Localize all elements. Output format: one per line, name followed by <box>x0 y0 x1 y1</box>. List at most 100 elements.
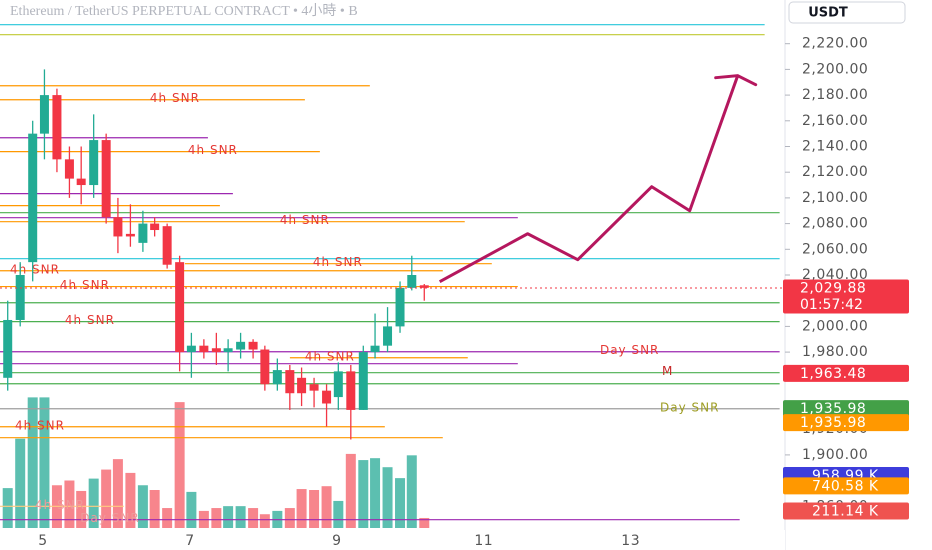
volume-bar <box>76 490 87 528</box>
candle-body <box>28 133 38 263</box>
y-tick-label: 2,060.00 <box>802 241 868 257</box>
level-label: 4h SNR <box>150 91 200 105</box>
y-tick-label: 2,140.00 <box>802 138 868 154</box>
candle-body <box>186 345 196 353</box>
candle-body <box>346 371 356 410</box>
y-tick-label: 2,040.00 <box>802 267 868 283</box>
y-tick-label: 1,900.00 <box>802 447 868 463</box>
y-tick-label: 2,180.00 <box>802 87 868 103</box>
candle-body <box>39 95 49 134</box>
level-label: 4h SNR <box>188 143 238 157</box>
x-tick-label: 13 <box>621 533 640 549</box>
volume-bar <box>186 491 197 528</box>
volume-bar <box>370 458 381 528</box>
candle-body <box>370 345 380 353</box>
x-tick-label: 11 <box>474 533 493 549</box>
candle-body <box>113 217 123 237</box>
level-label: 4h SNR <box>65 313 115 327</box>
volume-bar <box>406 455 417 528</box>
level-label: 4h SNR <box>15 418 65 432</box>
volume-bar <box>162 508 173 528</box>
candle-body <box>309 384 319 391</box>
volume-bar <box>88 478 99 528</box>
price-axis-panel <box>785 0 932 550</box>
price-label: 1,935.98 <box>800 401 866 417</box>
price-label: 2,029.88 <box>800 281 866 297</box>
price-label-box <box>783 414 909 432</box>
candle-body <box>64 159 74 179</box>
volume-bar <box>333 500 344 528</box>
volume-bar <box>259 514 270 528</box>
candle-body <box>199 345 209 353</box>
volume-bar <box>2 488 13 528</box>
volume-bar <box>149 490 160 528</box>
volume-bar <box>39 397 50 528</box>
volume-bar <box>321 486 332 528</box>
candle-body <box>297 377 307 394</box>
level-label: Day SNR <box>660 400 719 414</box>
volume-bar <box>296 489 307 528</box>
plot-area: 4h SNR 4h SNR 4h SNR 4h SNR 4h SNR 4h SNR 4h S… <box>0 24 785 528</box>
y-tick-label: 2,100.00 <box>802 190 868 206</box>
volume-bar <box>309 490 320 528</box>
candle-body <box>285 370 295 394</box>
y-tick-label: 2,220.00 <box>802 36 868 52</box>
candle-body <box>162 226 172 265</box>
price-label: 1,935.98 <box>800 415 866 431</box>
candle-body <box>260 349 270 385</box>
volume-bar <box>15 438 26 528</box>
level-label: 4h SNR <box>60 278 110 292</box>
level-label: M <box>662 364 673 378</box>
x-tick-label: 5 <box>38 533 47 549</box>
candle-body <box>211 348 221 353</box>
candle-body <box>3 319 13 378</box>
currency-box[interactable] <box>788 1 906 24</box>
volume-bar <box>64 480 75 528</box>
candle-body <box>272 370 282 385</box>
candle-body <box>358 352 368 410</box>
level-label: 4h SNR <box>313 255 363 269</box>
time-axis-panel <box>0 530 785 550</box>
y-tick-label: 2,080.00 <box>802 216 868 232</box>
volume-bar <box>235 506 246 528</box>
candle-body <box>322 390 332 404</box>
volume-bar <box>358 460 369 528</box>
price-label-box <box>783 279 909 314</box>
price-label: 1,963.48 <box>800 366 866 382</box>
volume-bar <box>284 508 295 528</box>
volume-bar <box>248 508 259 528</box>
x-tick-label: 9 <box>332 533 341 549</box>
volume-bar <box>125 472 136 528</box>
x-tick-label: 7 <box>185 533 194 549</box>
candle-body <box>125 233 135 237</box>
volume-label-box <box>783 477 909 495</box>
volume-bar <box>101 469 112 528</box>
volume-bar <box>211 508 222 528</box>
level-label: Day SNR <box>80 511 139 525</box>
volume-bar <box>112 459 123 528</box>
volume-bar <box>382 467 393 528</box>
candle-body <box>395 287 405 327</box>
volume-label-box <box>783 502 909 520</box>
level-label: 4h SNR <box>35 498 85 512</box>
volume-label: 740.58 K <box>812 478 879 494</box>
candle-body <box>15 275 25 320</box>
volume-bar <box>395 478 406 528</box>
level-label: 4h SNR <box>280 213 330 227</box>
chart-title: Ethereum / TetherUS PERPETUAL CONTRACT •… <box>10 3 358 19</box>
candle-body <box>407 275 417 288</box>
volume-bar <box>27 397 38 528</box>
y-tick-label: 2,200.00 <box>802 61 868 77</box>
forecast-path <box>438 75 740 283</box>
y-tick-label: 2,000.00 <box>802 318 868 334</box>
currency: USDT <box>808 6 848 21</box>
candle-body <box>333 371 343 398</box>
price-label-box <box>783 364 909 382</box>
candle-body <box>175 262 185 353</box>
forecast-arrowhead <box>714 74 758 87</box>
candle-body <box>89 140 99 186</box>
candle-body <box>383 326 393 346</box>
candle-body <box>138 223 148 243</box>
candle-body <box>150 223 160 231</box>
